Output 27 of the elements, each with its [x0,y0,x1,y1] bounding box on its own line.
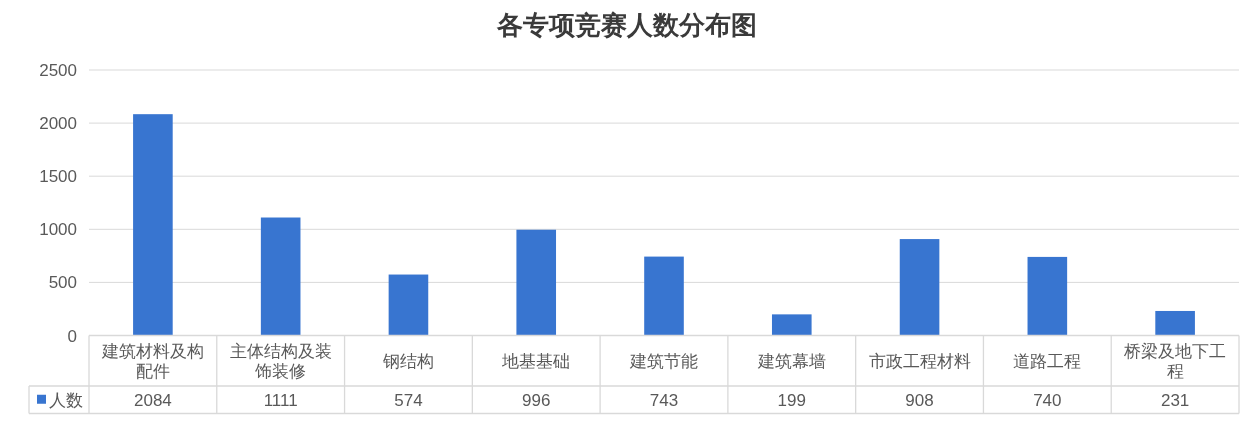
ytick-label: 1500 [39,167,77,187]
category-label: 建筑幕墙 [757,351,826,371]
data-label: 1111 [263,390,298,410]
category-label: 建筑节能 [630,351,698,371]
category-label: 钢结构 [382,351,434,371]
data-label: 231 [1160,390,1190,410]
data-label: 199 [777,390,806,410]
ytick-label: 0 [67,326,77,346]
title: 各专项竞赛人数分布图 [497,11,757,40]
data-label: 574 [394,390,423,410]
data-label: 740 [1033,390,1062,410]
ytick-label: 500 [48,273,77,293]
ytick-label: 2000 [39,114,77,134]
legend: 人数 [37,390,83,410]
data-label: 743 [649,390,679,410]
data-label: 2084 [133,390,172,410]
data-label: 996 [522,390,551,410]
ytick-label: 1000 [39,220,77,240]
category-label: 道路工程 [1013,351,1082,371]
ytick-label: 2500 [39,61,77,80]
category-label: 主体结构及装饰装修 [229,341,332,381]
category-label: 建筑材料及构配件 [101,341,204,381]
category-label: 桥梁及地下工程 [1124,341,1227,381]
data-label: 908 [905,390,934,410]
category-label: 地基基础 [502,351,571,371]
legend-label: 人数 [49,390,83,410]
category-label: 市政工程材料 [868,351,971,371]
